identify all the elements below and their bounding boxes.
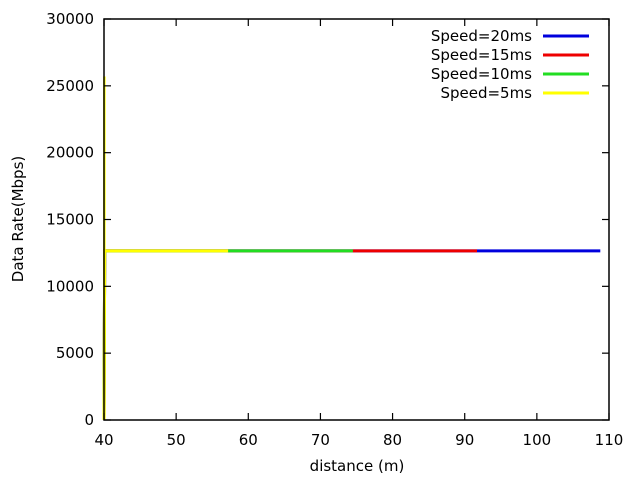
y-tick-label: 15000 — [46, 211, 94, 229]
x-tick-label: 90 — [455, 431, 474, 449]
series-line-1 — [102, 249, 601, 421]
legend-label-4: Speed=5ms — [440, 84, 532, 102]
x-tick-label: 60 — [239, 431, 258, 449]
series-line-4 — [102, 249, 229, 421]
x-tick-label: 40 — [94, 431, 113, 449]
x-axis: 40 50 60 70 80 90 100 110 — [94, 19, 623, 449]
y-axis-title: Data Rate(Mbps) — [9, 156, 27, 282]
series-line-2 — [102, 249, 477, 421]
series-line-3 — [102, 249, 353, 421]
y-tick-label: 20000 — [46, 144, 94, 162]
legend-label-2: Speed=15ms — [431, 46, 532, 64]
series-layer — [102, 76, 601, 421]
x-tick-label: 70 — [311, 431, 330, 449]
x-tick-label: 110 — [595, 431, 624, 449]
y-tick-label: 0 — [84, 411, 94, 429]
x-tick-label: 100 — [523, 431, 552, 449]
y-tick-label: 10000 — [46, 277, 94, 295]
y-tick-label: 5000 — [56, 344, 94, 362]
y-tick-label: 30000 — [46, 10, 94, 28]
y-axis: 0 5000 10000 15000 20000 25000 30000 — [46, 10, 609, 429]
plot-frame — [103, 18, 610, 421]
y-tick-label: 25000 — [46, 77, 94, 95]
x-tick-label: 50 — [167, 431, 186, 449]
x-axis-title: distance (m) — [310, 457, 405, 475]
legend-label-1: Speed=20ms — [431, 27, 532, 45]
x-tick-label: 80 — [383, 431, 402, 449]
legend-label-3: Speed=10ms — [431, 65, 532, 83]
